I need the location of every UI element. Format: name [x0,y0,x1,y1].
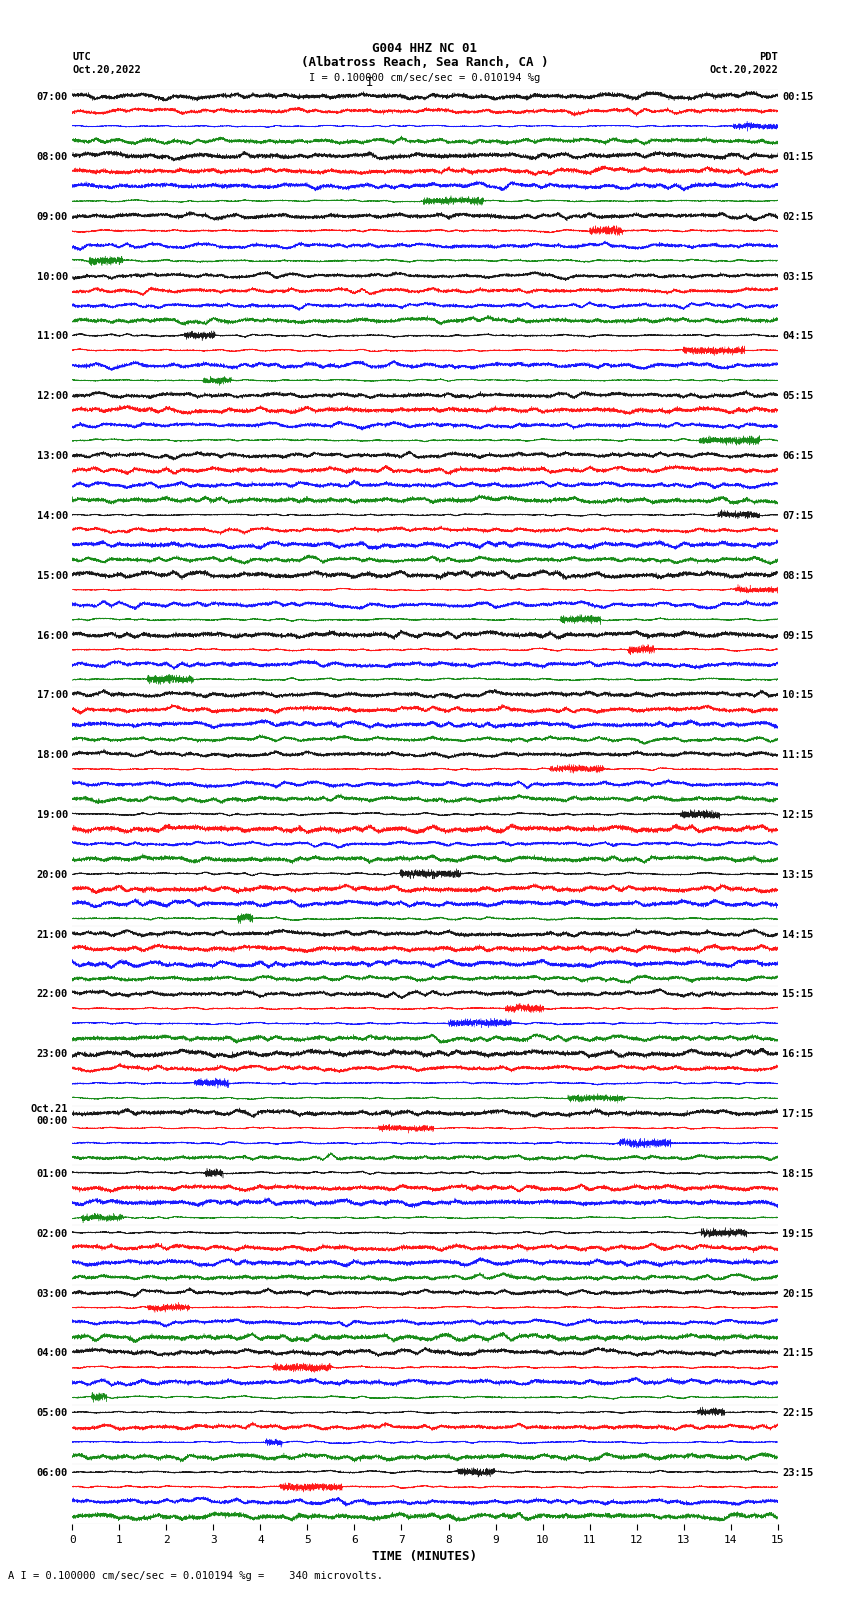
Text: G004 HHZ NC 01: G004 HHZ NC 01 [372,42,478,55]
Text: Oct.20,2022: Oct.20,2022 [709,65,778,74]
Text: UTC: UTC [72,52,91,61]
Text: A I = 0.100000 cm/sec/sec = 0.010194 %g =    340 microvolts.: A I = 0.100000 cm/sec/sec = 0.010194 %g … [8,1571,383,1581]
Text: I = 0.100000 cm/sec/sec = 0.010194 %g: I = 0.100000 cm/sec/sec = 0.010194 %g [309,73,541,82]
X-axis label: TIME (MINUTES): TIME (MINUTES) [372,1550,478,1563]
Text: Oct.20,2022: Oct.20,2022 [72,65,141,74]
Text: (Albatross Reach, Sea Ranch, CA ): (Albatross Reach, Sea Ranch, CA ) [301,56,549,69]
Text: I: I [366,76,373,89]
Text: PDT: PDT [759,52,778,61]
